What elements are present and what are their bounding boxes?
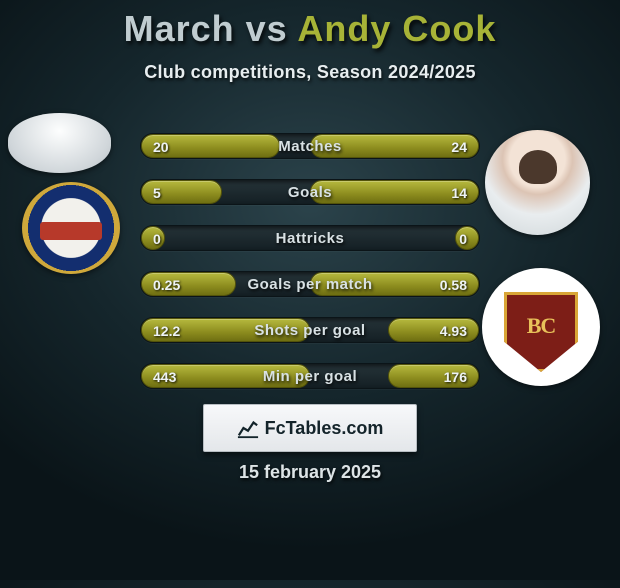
page-title: March vs Andy Cook xyxy=(0,8,620,50)
bar-value-right: 176 xyxy=(444,364,467,390)
comparison-bars: 20 Matches 24 5 Goals 14 0 Hattricks 0 0… xyxy=(140,133,480,409)
bar-row: 12.2 Shots per goal 4.93 xyxy=(140,317,480,343)
player2-avatar xyxy=(485,130,590,235)
bar-row: 0.25 Goals per match 0.58 xyxy=(140,271,480,297)
title-player2: Andy Cook xyxy=(297,8,496,49)
bar-row: 443 Min per goal 176 xyxy=(140,363,480,389)
bar-value-right: 0.58 xyxy=(440,272,467,298)
bar-row: 20 Matches 24 xyxy=(140,133,480,159)
bar-label: Goals xyxy=(141,180,479,206)
crest2-monogram: BC xyxy=(527,313,556,339)
player2-club-crest: BC xyxy=(482,268,600,386)
fctables-badge: FcTables.com xyxy=(203,404,417,452)
bar-label: Matches xyxy=(141,134,479,160)
badge-text: FcTables.com xyxy=(265,418,384,439)
bar-label: Shots per goal xyxy=(141,318,479,344)
bar-value-right: 14 xyxy=(451,180,467,206)
player1-club-crest xyxy=(22,182,120,274)
fctables-icon xyxy=(237,417,259,439)
bar-label: Min per goal xyxy=(141,364,479,390)
player1-avatar xyxy=(8,113,111,173)
bar-label: Goals per match xyxy=(141,272,479,298)
bar-label: Hattricks xyxy=(141,226,479,252)
bar-value-right: 0 xyxy=(459,226,467,252)
bar-value-right: 4.93 xyxy=(440,318,467,344)
bar-value-right: 24 xyxy=(451,134,467,160)
title-vs: vs xyxy=(246,8,288,49)
subtitle: Club competitions, Season 2024/2025 xyxy=(0,62,620,83)
bar-row: 5 Goals 14 xyxy=(140,179,480,205)
bar-row: 0 Hattricks 0 xyxy=(140,225,480,251)
title-player1: March xyxy=(124,8,235,49)
comparison-date: 15 february 2025 xyxy=(0,462,620,483)
